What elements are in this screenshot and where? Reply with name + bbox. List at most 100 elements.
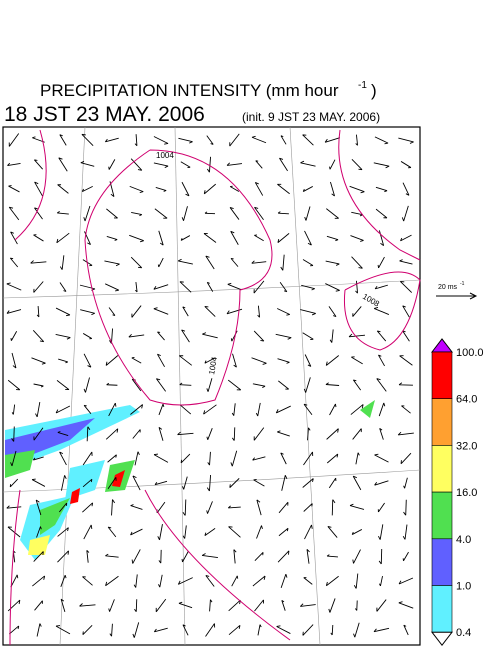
wind-arrow: [109, 328, 113, 344]
wind-arrow: [299, 603, 316, 607]
graticule: [2, 126, 421, 646]
wind-arrow: [9, 257, 19, 268]
wind-arrow: [277, 358, 290, 364]
wind-arrow: [80, 309, 95, 316]
wind-arrow: [276, 308, 291, 316]
wind-arrow: [34, 181, 43, 197]
wind-arrow: [158, 549, 162, 564]
wind-arrow: [179, 281, 192, 293]
wind-arrow: [105, 355, 119, 366]
wind-arrow: [203, 404, 217, 415]
wind-arrow: [202, 332, 218, 339]
wind-arrow: [153, 307, 169, 315]
wind-arrow: [377, 502, 385, 513]
wind-arrow: [130, 504, 143, 510]
wind-arrow: [329, 329, 334, 343]
wind-arrow: [130, 158, 143, 171]
wind-arrow: [303, 451, 314, 466]
wind-arrow: [205, 623, 216, 637]
wind-arrow: [83, 377, 90, 393]
wind-arrow: [206, 501, 213, 514]
wind-arrow: [82, 451, 93, 466]
wind-arrow: [326, 453, 339, 464]
wind-arrow: [400, 234, 412, 242]
wind-arrow: [11, 404, 16, 415]
wind-arrow: [11, 426, 15, 442]
wind-arrow: [378, 548, 383, 565]
wind-arrow: [204, 528, 216, 536]
wind-arrow: [107, 454, 117, 463]
wind-arrow: [157, 257, 164, 268]
precip-area: [65, 460, 105, 500]
wind-arrow: [56, 380, 70, 391]
wind-arrow: [104, 283, 120, 292]
wind-arrow: [255, 160, 263, 169]
wind-arrow: [303, 403, 313, 416]
wind-arrow: [378, 575, 383, 587]
wind-arrow: [153, 162, 169, 168]
wind-arrow: [277, 430, 290, 437]
wind-arrow: [304, 206, 311, 221]
wind-arrow: [375, 186, 388, 193]
wind-arrow: [227, 282, 242, 291]
wind-arrow: [129, 234, 144, 243]
wind-arrow: [280, 574, 288, 588]
wind-arrow: [31, 478, 46, 487]
wind-arrow: [205, 255, 215, 270]
wind-arrow: [153, 627, 168, 633]
wind-arrow: [351, 529, 363, 535]
wind-arrow: [81, 133, 94, 146]
wind-arrow: [252, 456, 266, 461]
wind-arrow: [209, 599, 213, 612]
wind-arrow: [205, 575, 215, 587]
wind-arrow: [326, 554, 338, 558]
wind-arrow: [350, 404, 364, 415]
wind-arrow: [82, 478, 93, 488]
wind-arrow: [328, 477, 337, 489]
wind-arrow: [128, 333, 145, 338]
wind-arrow: [231, 427, 236, 441]
wind-arrow: [376, 599, 387, 612]
wind-arrow: [206, 156, 211, 173]
wind-arrow: [36, 623, 42, 637]
wind-arrow: [399, 259, 413, 265]
wind-arrow: [181, 181, 190, 197]
colorbar-label: 32.0: [456, 440, 477, 452]
wind-arrow: [253, 330, 265, 342]
wind-arrow: [252, 383, 266, 388]
wind-scale-label: 20 ms: [438, 284, 458, 291]
wind-arrow: [251, 357, 267, 365]
wind-arrow: [229, 478, 240, 488]
wind-arrow: [402, 551, 409, 562]
wind-arrow: [57, 550, 69, 563]
wind-arrow: [354, 600, 358, 611]
isobars: [9, 129, 421, 646]
wind-arrow: [278, 527, 289, 537]
wind-scale-arrowhead: [469, 292, 478, 300]
colorbar-segment: [431, 538, 453, 586]
wind-arrow: [326, 235, 339, 242]
wind-arrow: [330, 181, 335, 197]
wind-arrow: [31, 357, 46, 365]
wind-arrow: [352, 306, 362, 317]
colorbar-label: 1.0: [456, 581, 471, 593]
wind-arrow: [325, 355, 340, 366]
isobar-label: 1004: [156, 151, 174, 160]
wind-arrow: [106, 208, 118, 219]
wind-arrow: [302, 259, 314, 267]
wind-arrow: [373, 162, 390, 169]
wind-arrow: [59, 451, 67, 466]
wind-arrow: [355, 134, 359, 146]
colorbar-label: 100.0: [456, 347, 484, 359]
wind-arrow: [233, 549, 237, 564]
wind-arrow: [325, 382, 340, 386]
wind-arrow: [324, 137, 341, 143]
wind-arrow: [378, 524, 384, 540]
wind-arrow: [379, 428, 384, 440]
wind-arrow: [206, 428, 213, 440]
wind-arrow: [153, 136, 169, 145]
wind-arrow: [232, 353, 237, 368]
wind-arrow: [255, 402, 261, 417]
wind-arrow: [153, 453, 169, 463]
wind-arrow: [180, 453, 191, 464]
